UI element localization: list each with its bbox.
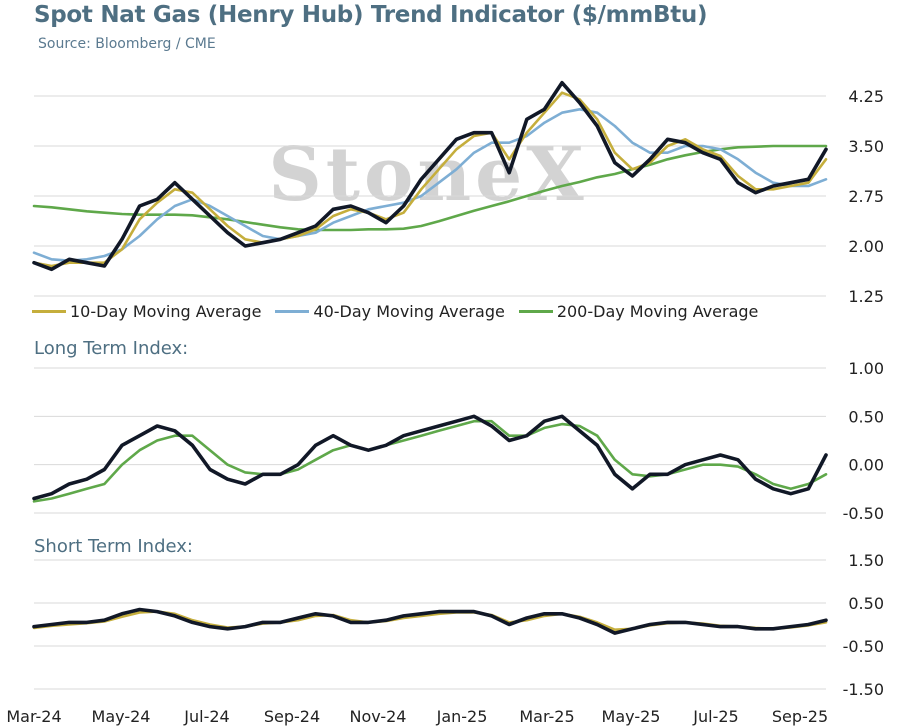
y-tick-label: 1.00: [848, 359, 884, 378]
x-tick-label: Sep-24: [264, 707, 320, 726]
legend: 10-Day Moving Average 40-Day Moving Aver…: [32, 302, 758, 321]
legend-swatch-ma10: [32, 310, 66, 313]
chart-source: Source: Bloomberg / CME: [38, 36, 216, 52]
watermark-text: StoneX: [268, 132, 587, 218]
y-tick-label: -1.50: [843, 680, 884, 699]
series-line-1-1: [32, 419, 828, 503]
y-tick-label: 0.00: [848, 456, 884, 475]
y-tick-label: -0.50: [843, 504, 884, 523]
legend-swatch-ma200: [518, 310, 553, 313]
x-tick-label: Sep-25: [772, 707, 828, 726]
legend-item-ma10: 10-Day Moving Average: [32, 302, 261, 321]
y-tick-label: 2.75: [848, 187, 884, 206]
long-term-panel: 1.00 0.50 0.00 -0.50: [32, 359, 884, 523]
x-tick-label: Jan-25: [436, 707, 488, 726]
x-tick-label: May-25: [602, 707, 661, 726]
x-tick-label: Mar-24: [6, 707, 61, 726]
y-tick-label: 1.25: [848, 287, 884, 306]
price-panel: 4.25 3.50 2.75 2.00 1.25: [32, 80, 884, 306]
long-term-index-title: Long Term Index:: [34, 338, 189, 359]
x-tick-label: May-24: [92, 707, 151, 726]
x-tick-label: Jul-25: [692, 707, 738, 726]
x-tick-label: Mar-25: [519, 707, 574, 726]
series-line-2-0: [32, 607, 828, 635]
series-line-0-0: [32, 80, 828, 272]
legend-item-ma200: 200-Day Moving Average: [518, 302, 759, 321]
series-line-1-0: [32, 414, 828, 501]
x-tick-label: Jul-24: [183, 707, 229, 726]
y-tick-label: 0.50: [848, 594, 884, 613]
series-line-0-3: [32, 144, 828, 232]
short-term-panel: 1.50 0.50 -0.50 -1.50: [32, 551, 884, 699]
y-tick-label: 3.50: [848, 137, 884, 156]
legend-item-ma40: 40-Day Moving Average: [275, 302, 505, 321]
legend-label-ma200: 200-Day Moving Average: [556, 302, 759, 321]
y-tick-label: -0.50: [843, 637, 884, 656]
legend-label-ma10: 10-Day Moving Average: [70, 302, 262, 321]
legend-swatch-ma40: [275, 310, 310, 313]
y-tick-label: 4.25: [848, 87, 884, 106]
y-tick-label: 0.50: [848, 407, 884, 426]
short-term-index-title: Short Term Index:: [34, 536, 193, 557]
y-tick-label: 2.00: [848, 237, 884, 256]
chart-title: Spot Nat Gas (Henry Hub) Trend Indicator…: [34, 2, 708, 28]
series-line-0-1: [32, 91, 828, 268]
y-tick-label: 1.50: [848, 551, 884, 570]
legend-label-ma40: 40-Day Moving Average: [313, 302, 505, 321]
x-tick-label: Nov-24: [350, 707, 407, 726]
